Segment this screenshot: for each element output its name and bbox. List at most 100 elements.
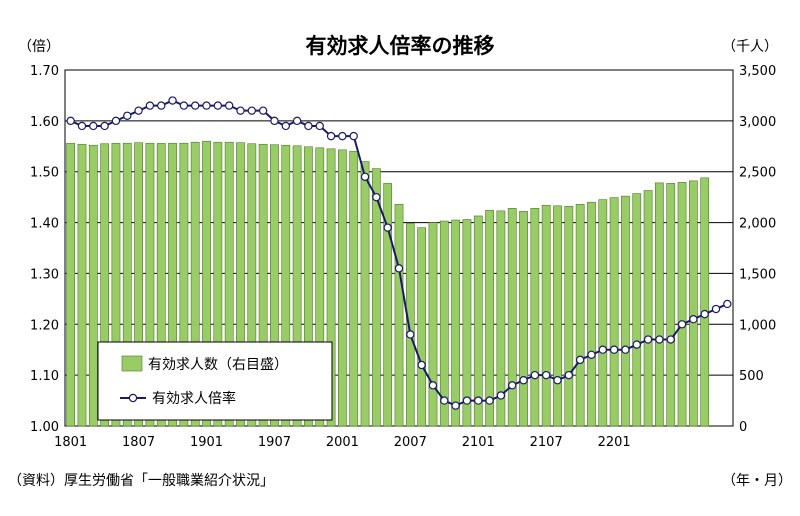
- bar: [360, 161, 370, 427]
- bar: [507, 208, 517, 427]
- y-right-tick-label: 3,000: [739, 115, 776, 130]
- ratio-point: [168, 96, 177, 105]
- ratio-point: [462, 396, 472, 405]
- ratio-point: [700, 309, 709, 319]
- ratio-point: [326, 131, 336, 141]
- bar: [417, 227, 427, 427]
- bar: [621, 195, 630, 427]
- legend-label-bars: 有効求人数（右目盛）: [148, 357, 288, 373]
- ratio-point: [609, 345, 619, 354]
- y-left-tick-label: 1.40: [30, 217, 59, 232]
- bar: [496, 210, 506, 427]
- ratio-point: [224, 101, 234, 110]
- ratio-point: [157, 101, 166, 110]
- ratio-point: [575, 355, 585, 365]
- ratio-point: [677, 320, 687, 329]
- y-right-tick-label: 1,000: [739, 318, 776, 333]
- bar: [666, 183, 676, 427]
- y-right-tick-label: 500: [739, 369, 764, 384]
- bar: [541, 204, 551, 427]
- bar: [553, 205, 562, 427]
- bar: [564, 205, 574, 427]
- ratio-point: [304, 121, 313, 131]
- bar: [530, 208, 540, 427]
- ratio-point: [360, 172, 370, 181]
- ratio-point: [315, 121, 324, 131]
- x-tick-label: 2007: [394, 435, 427, 450]
- bar: [700, 177, 710, 427]
- ratio-point: [111, 116, 121, 126]
- bar: [122, 142, 132, 427]
- ratio-point: [621, 345, 630, 354]
- bar: [66, 142, 76, 427]
- source-note: （資料）厚生労働省「一般職業紹介状況」: [8, 473, 274, 489]
- bar: [168, 142, 177, 427]
- ratio-point: [349, 131, 358, 141]
- ratio-point: [689, 315, 698, 324]
- bar: [587, 201, 596, 427]
- bar: [88, 144, 98, 427]
- bar: [77, 143, 87, 427]
- ratio-point: [383, 223, 392, 232]
- ratio-point: [587, 350, 596, 359]
- ratio-point: [564, 370, 574, 380]
- ratio-point: [77, 121, 87, 131]
- bar: [247, 143, 257, 427]
- bar: [405, 223, 415, 427]
- legend-label-line: 有効求人倍率: [152, 390, 236, 407]
- bar: [258, 143, 268, 427]
- bar: [462, 219, 472, 427]
- ratio-point: [519, 376, 528, 385]
- ratio-point: [247, 106, 257, 115]
- y-left-tick-label: 1.50: [30, 166, 59, 181]
- bar: [677, 182, 687, 427]
- bar: [270, 144, 279, 427]
- bar: [473, 215, 483, 427]
- x-tick-label: 2201: [598, 435, 631, 450]
- bar: [688, 180, 698, 427]
- ratio-point: [236, 106, 245, 115]
- legend-line-marker: [128, 393, 138, 403]
- legend-bar-swatch: [121, 355, 143, 372]
- ratio-point: [508, 381, 517, 390]
- ratio-point: [541, 370, 551, 380]
- bar: [609, 197, 619, 427]
- bar: [371, 168, 381, 427]
- bar: [326, 148, 336, 427]
- ratio-point: [406, 330, 415, 339]
- y-left-tick-label: 1.70: [30, 64, 59, 79]
- bar: [451, 219, 460, 427]
- y-left-tick-label: 1.10: [30, 369, 59, 384]
- y-left-tick-label: 1.30: [30, 267, 59, 282]
- ratio-point: [451, 401, 460, 410]
- x-tick-label: 1801: [54, 435, 87, 450]
- y-left-tick-label: 1.20: [30, 318, 59, 333]
- ratio-point: [372, 192, 381, 202]
- ratio-point: [123, 111, 132, 120]
- bar: [281, 144, 291, 427]
- bar: [111, 142, 121, 427]
- bar: [485, 210, 494, 427]
- x-tick-label: 1807: [122, 435, 155, 450]
- x-tick-label: 2101: [462, 435, 495, 450]
- bar: [202, 140, 211, 427]
- ratio-point: [496, 391, 506, 400]
- bar: [655, 182, 664, 427]
- ratio-point: [632, 340, 641, 349]
- ratio-point: [723, 299, 732, 309]
- bar: [213, 141, 223, 427]
- ratio-point: [598, 345, 607, 354]
- ratio-point: [213, 101, 223, 110]
- bar: [428, 222, 438, 427]
- bar: [190, 141, 200, 427]
- ratio-point: [655, 335, 664, 344]
- bar: [100, 143, 110, 427]
- ratio-point: [553, 376, 562, 385]
- ratio-point: [270, 116, 279, 126]
- chart-title: 有効求人倍率の推移: [305, 34, 495, 58]
- bar: [179, 142, 189, 427]
- ratio-point: [338, 131, 347, 141]
- bar: [383, 183, 393, 427]
- x-axis-unit: （年・月）: [722, 473, 792, 489]
